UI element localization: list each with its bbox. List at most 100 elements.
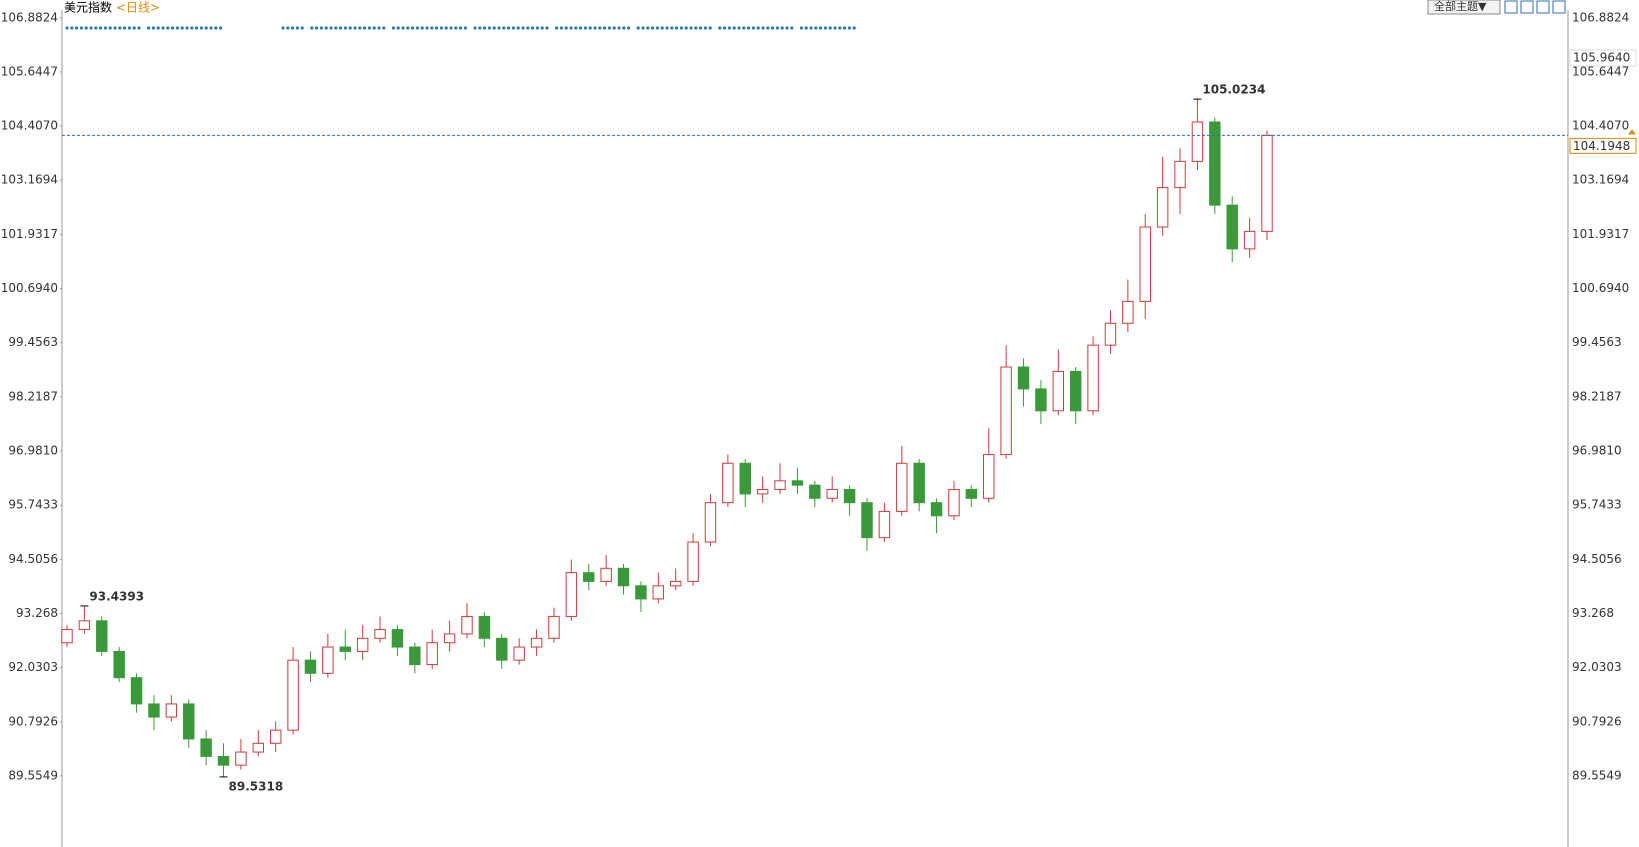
y-tick-label-right: 98.2187 (1572, 389, 1622, 403)
signal-dot (809, 26, 813, 30)
candle-body (478, 615, 491, 639)
signal-dot (94, 26, 98, 30)
candle-body (548, 615, 560, 639)
candle-body (1174, 160, 1186, 189)
signal-dot (828, 26, 832, 30)
signal-dot (459, 26, 463, 30)
signal-dot (838, 26, 842, 30)
signal-dot (353, 26, 357, 30)
candle-body (722, 462, 734, 504)
candle-body (791, 480, 804, 486)
signal-dot (675, 26, 679, 30)
signal-dot (118, 26, 122, 30)
candle-body (583, 572, 595, 582)
y-tick-label-right: 103.1694 (1572, 173, 1629, 187)
signal-dot (161, 26, 165, 30)
candle-body (130, 677, 143, 705)
signal-dot (483, 26, 487, 30)
signal-dot (324, 26, 328, 30)
signal-dot (463, 26, 467, 30)
signal-dot (348, 26, 352, 30)
signal-dot (156, 26, 160, 30)
candle-body (1243, 230, 1256, 250)
last-price-label: 104.1948 (1573, 139, 1630, 153)
signal-dot (804, 26, 808, 30)
signal-dot (449, 26, 453, 30)
signal-dot (651, 26, 655, 30)
y-tick-label: 92.0303 (8, 660, 58, 674)
y-tick-label: 89.5549 (8, 768, 58, 782)
candle-body (1035, 388, 1047, 412)
annotation-label: 89.5318 (229, 779, 284, 793)
signal-dot (612, 26, 616, 30)
signal-dot (219, 26, 223, 30)
candle-body (339, 646, 351, 652)
candle-body (774, 480, 786, 491)
candle-body (965, 489, 978, 499)
signal-dot (363, 26, 367, 30)
signal-dot (65, 26, 69, 30)
signal-dot (406, 26, 410, 30)
signal-dot (516, 26, 520, 30)
signal-dot (569, 26, 573, 30)
toolbar-icons[interactable] (1504, 0, 1566, 14)
candle-body (426, 642, 438, 666)
candle-body (113, 650, 125, 679)
toolbar-button[interactable] (1427, 0, 1501, 15)
y-tick-label: 95.7433 (8, 498, 58, 512)
candle-body (461, 615, 473, 635)
candle-body (739, 462, 751, 495)
signal-dot (799, 26, 804, 30)
candle-body (826, 489, 838, 499)
signal-dot (199, 26, 203, 30)
signal-dot (718, 26, 722, 30)
candle-body (252, 742, 265, 753)
signal-dot (99, 26, 103, 30)
signal-dot (190, 26, 194, 30)
y-tick-label-right: 95.7433 (1572, 498, 1622, 512)
signal-dot (598, 26, 602, 30)
candle-body (1017, 366, 1030, 390)
signal-dot (334, 26, 338, 30)
candle-body (304, 659, 317, 674)
candle-body (1122, 300, 1134, 324)
signal-dot (377, 26, 381, 30)
signal-dot (175, 26, 179, 30)
y-tick-label-right: 101.9317 (1572, 227, 1629, 241)
signal-dot (564, 26, 568, 30)
y-tick-label: 99.4563 (8, 335, 58, 349)
signal-dot (747, 26, 751, 30)
y-tick-label: 94.5056 (8, 552, 58, 566)
signal-dot (430, 26, 434, 30)
candle-body (61, 629, 73, 644)
candle-body (1226, 204, 1238, 250)
signal-dot (70, 26, 74, 30)
signal-dot (310, 26, 314, 30)
candle-body (896, 462, 908, 512)
candle-body (217, 755, 230, 766)
signal-dot (108, 26, 112, 30)
annotation-label: 93.4393 (89, 589, 144, 603)
signal-dot (684, 26, 688, 30)
y-tick-label: 101.9317 (1, 227, 58, 241)
candle-body (878, 510, 891, 539)
signal-dot (670, 26, 674, 30)
y-tick-label-right: 89.5549 (1572, 768, 1622, 782)
toolbar-button-label[interactable]: 全部主题▼ (1434, 0, 1487, 13)
signal-dot (727, 26, 732, 30)
signal-dot (329, 26, 333, 30)
candle-body (1139, 226, 1151, 302)
signal-dot (478, 26, 482, 30)
candle-body (600, 567, 612, 582)
signal-dot (487, 26, 491, 30)
signal-dot (79, 26, 83, 30)
signal-dot (511, 26, 515, 30)
candle-body (165, 703, 178, 718)
signal-dot (723, 26, 727, 30)
annotation-label: 105.0234 (1202, 83, 1265, 97)
y-tick-label: 98.2187 (8, 389, 58, 403)
signal-dot (636, 26, 640, 30)
signal-dot (790, 26, 794, 30)
price-marker-label: 105.9640 (1573, 50, 1630, 64)
signal-dot (497, 26, 501, 30)
